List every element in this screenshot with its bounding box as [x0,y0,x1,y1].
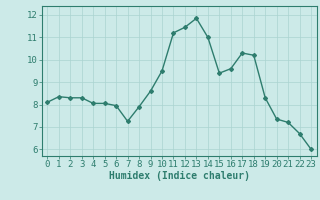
X-axis label: Humidex (Indice chaleur): Humidex (Indice chaleur) [109,171,250,181]
